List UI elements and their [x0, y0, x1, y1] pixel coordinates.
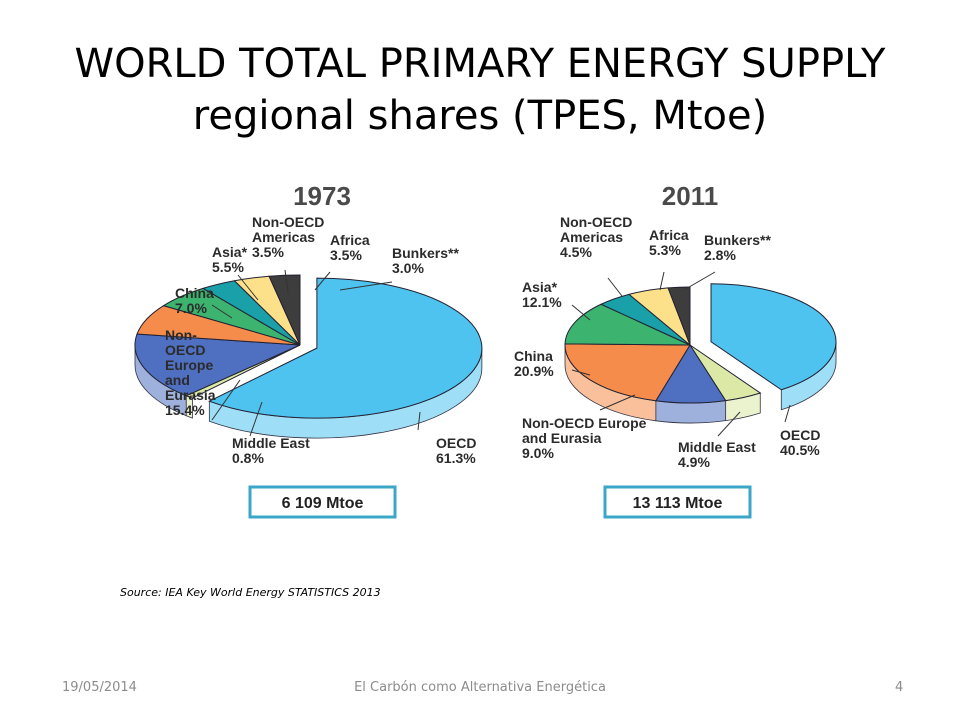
slice-label-oecd-2011: OECD 40.5%	[780, 427, 820, 458]
leader-line-oecd-2011	[784, 404, 791, 423]
page-number: 4	[895, 680, 904, 695]
leader-line-africa-1973	[314, 271, 331, 291]
leader-line-non-oecd-europe-and-eurasia-2011	[599, 394, 636, 411]
slice-label-non-oecd-europe-and-eurasia-1973: Non-OECD Europe and Eurasia 15.4%	[165, 327, 216, 418]
pie-chart-2011: 2011 OECD 40.5% Middle East 4.9% Non-OECD Eur…	[514, 181, 837, 519]
slice-label-non-oecd-americas-1973: Non-OECD Americas 3.5%	[252, 214, 324, 260]
chart-year-title-2011: 2011	[662, 181, 718, 211]
leader-line-non-oecd-americas-1973	[284, 269, 289, 293]
leader-line-bunkers-2011	[683, 271, 716, 291]
leader-line-middle-east-1973	[249, 401, 263, 437]
pie-slice-non-oecd-europe-and-eurasia-1973	[134, 333, 301, 397]
slide-title-line-1: WORLD TOTAL PRIMARY ENERGY SUPPLY	[74, 41, 886, 87]
leader-line-bunkers-1973	[339, 281, 393, 291]
slice-label-china-1973: China 7.0%	[175, 285, 214, 316]
pie-slice-china-2011	[564, 343, 691, 402]
leader-line-asia-2011	[571, 304, 591, 321]
slice-label-asia-1973: Asia* 5.5%	[212, 244, 248, 275]
slice-label-asia-2011: Asia* 12.1%	[522, 279, 562, 310]
total-value-2011: 13 113 Mtoe	[633, 495, 723, 512]
leader-line-non-oecd-americas-2011	[607, 277, 623, 297]
pie-chart-1973: 1973 OECD 61.3% Middle East 0.8% Non-OECD Euro…	[134, 181, 483, 519]
pie-side-non-oecd-europe-and-eurasia-2011	[655, 400, 727, 424]
slice-label-non-oecd-americas-2011: Non-OECD Americas 4.5%	[560, 214, 632, 260]
slice-label-non-oecd-europe-and-eurasia-2011: Non-OECD Europe and Eurasia 9.0%	[522, 415, 647, 461]
slice-label-africa-1973: Africa 3.5%	[330, 232, 370, 263]
slice-label-bunkers-1973: Bunkers** 3.0%	[392, 245, 459, 276]
slide-title-line-2: regional shares (TPES, Mtoe)	[192, 93, 768, 139]
slice-label-africa-2011: Africa 5.3%	[649, 227, 689, 258]
slice-label-middle-east-1973: Middle East 0.8%	[232, 435, 310, 466]
leader-line-china-1973	[211, 304, 233, 319]
total-box-1973	[248, 485, 397, 519]
slice-label-bunkers-2011: Bunkers** 2.8%	[704, 232, 771, 263]
slice-label-china-2011: China 20.9%	[514, 348, 554, 379]
leader-line-oecd-1973	[417, 411, 421, 431]
pie-slice-asia-2011	[564, 303, 691, 346]
total-value-1973: 6 109 Mtoe	[282, 495, 364, 512]
leader-line-africa-2011	[659, 271, 665, 291]
pie-slice-bunkers-1973	[268, 274, 301, 346]
leader-line-middle-east-2011	[717, 411, 741, 437]
source-note: Source: IEA Key World Energy STATISTICS …	[120, 586, 381, 599]
footer-date: 19/05/2014	[62, 680, 137, 695]
chart-year-title-1973: 1973	[293, 181, 351, 211]
slide-title: WORLD TOTAL PRIMARY ENERGY SUPPLY region…	[0, 38, 960, 142]
leader-line-china-2011	[571, 369, 591, 376]
footer-title: El Carbón como Alternativa Energética	[354, 680, 606, 695]
leader-line-asia-1973	[237, 274, 259, 301]
pie-slice-oecd-2011	[710, 283, 837, 391]
leader-line-non-oecd-europe-and-eurasia-1973	[211, 379, 241, 421]
slice-label-oecd-1973: OECD 61.3%	[436, 435, 476, 466]
slice-label-middle-east-2011: Middle East 4.9%	[678, 439, 756, 470]
total-box-2011	[603, 485, 752, 519]
pie-slice-oecd-1973	[208, 277, 483, 419]
